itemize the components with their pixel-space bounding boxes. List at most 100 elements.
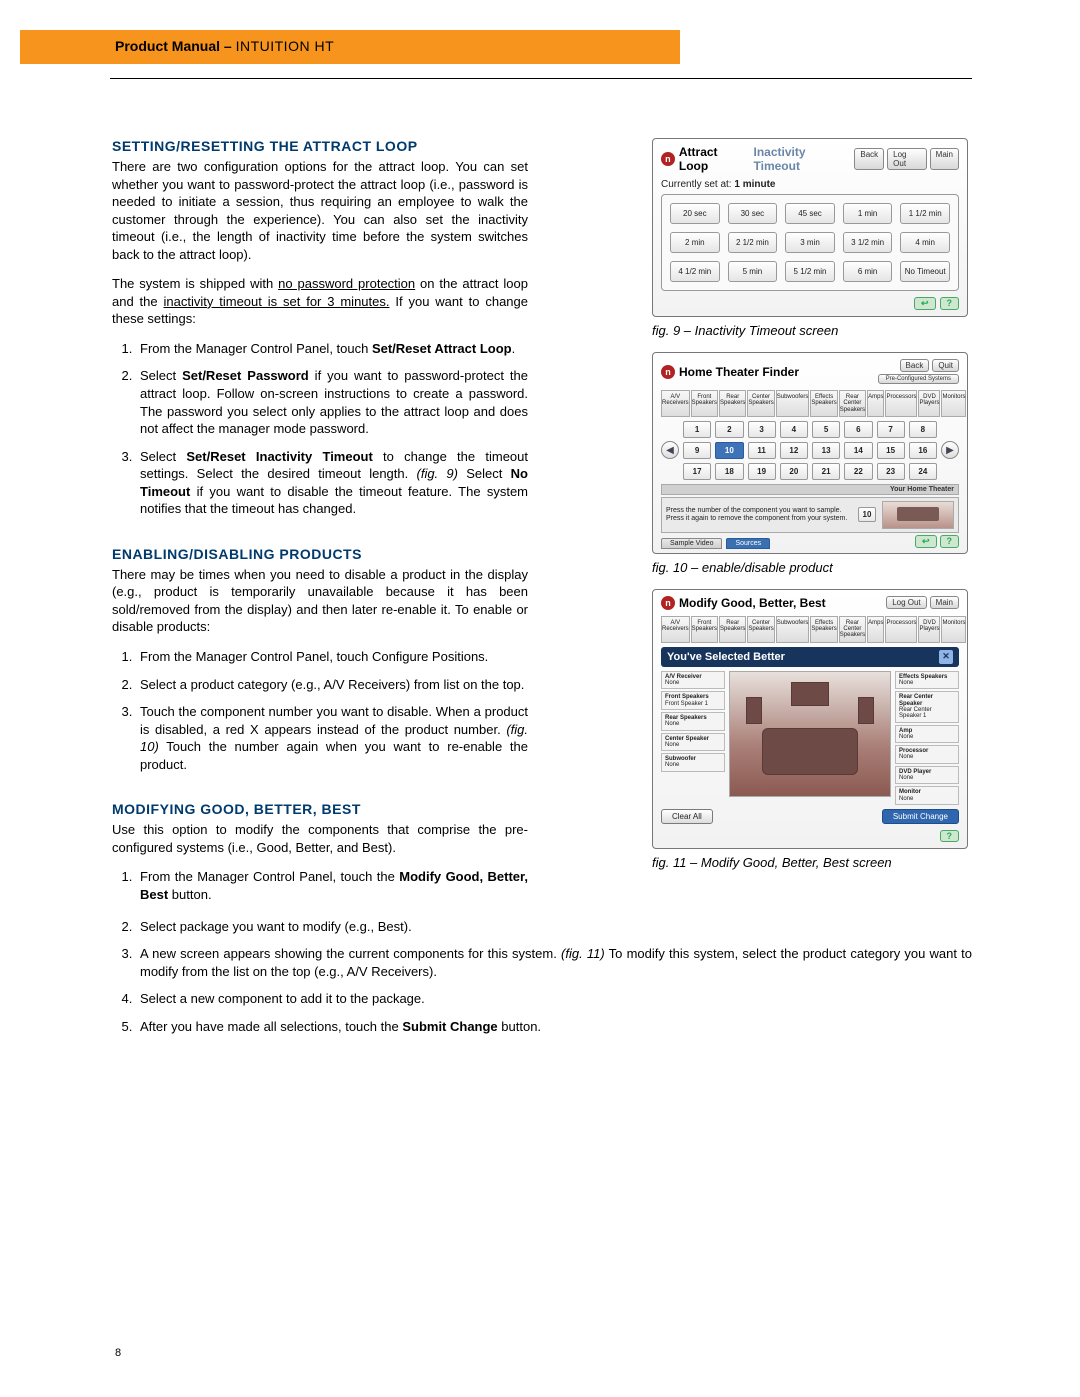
fig11-component-item[interactable]: A/V ReceiverNone [661,671,725,690]
fig11-submit-button[interactable]: Submit Change [882,809,959,824]
fig9-timeout-option[interactable]: No Timeout [900,261,950,282]
fig9-timeout-option[interactable]: 45 sec [785,203,835,224]
fig11-category-tab[interactable]: DVD Players [918,616,940,643]
fig10-number-cell[interactable]: 8 [909,421,937,438]
fig11-logout-button[interactable]: Log Out [886,596,926,609]
fig10-number-cell[interactable]: 22 [844,463,872,480]
fig11-main-button[interactable]: Main [930,596,959,609]
fig10-help-button[interactable]: ? [940,535,960,548]
fig11-component-item[interactable]: ProcessorNone [895,745,959,764]
fig10-number-cell[interactable]: 20 [780,463,808,480]
fig10-number-cell[interactable]: 6 [844,421,872,438]
fig11-category-tab[interactable]: Subwoofers [776,616,810,643]
fig10-number-cell[interactable]: 9 [683,442,711,459]
fig10-number-cell[interactable]: 7 [877,421,905,438]
fig11-category-tab[interactable]: Processors [885,616,917,643]
fig11-category-tab[interactable]: Amps [867,616,884,643]
fig11-clear-button[interactable]: Clear All [661,809,713,824]
fig10-category-tab[interactable]: Monitors [941,390,966,417]
fig10-category-tab[interactable]: Rear Center Speakers [839,390,866,417]
fig10-category-tab[interactable]: Front Speakers [691,390,718,417]
fig11-component-item[interactable]: MonitorNone [895,786,959,805]
fig11-component-item[interactable]: Rear Center SpeakerRear Center Speaker 1 [895,691,959,722]
fig9-undo-button[interactable]: ↩ [914,297,936,310]
fig10-number-cell[interactable]: 24 [909,463,937,480]
fig10-category-tab[interactable]: Rear Speakers [719,390,746,417]
fig11-close-icon[interactable]: ✕ [939,650,953,664]
fig11-component-item[interactable]: Center SpeakerNone [661,733,725,752]
fig11-component-item[interactable]: AmpNone [895,725,959,744]
fig9-help-button[interactable]: ? [940,297,960,310]
fig10-number-cell[interactable]: 2 [715,421,743,438]
fig10-number-cell[interactable]: 23 [877,463,905,480]
fig10-number-cell[interactable]: 5 [812,421,840,438]
fig10-number-cell[interactable]: 3 [748,421,776,438]
fig10-category-tab[interactable]: Effects Speakers [810,390,837,417]
section3-step: After you have made all selections, touc… [136,1018,972,1036]
fig10-category-tab[interactable]: A/V Receivers [661,390,690,417]
fig10-number-cell[interactable]: 14 [844,442,872,459]
fig10-number-cell[interactable]: 12 [780,442,808,459]
fig9-timeout-option[interactable]: 1 1/2 min [900,203,950,224]
fig11-category-tab[interactable]: Monitors [941,616,966,643]
fig10-quit-button[interactable]: Quit [932,359,959,372]
fig9-timeout-option[interactable]: 6 min [843,261,893,282]
fig10-number-cell[interactable]: 11 [748,442,776,459]
fig10-category-tab[interactable]: Center Speakers [747,390,774,417]
fig10-tab-sources[interactable]: Sources [726,538,770,549]
fig10-next-arrow-icon[interactable]: ▶ [941,441,959,459]
section3-steps-left: From the Manager Control Panel, touch th… [112,868,528,903]
fig9-timeout-option[interactable]: 2 1/2 min [728,232,778,253]
fig10-number-cell[interactable]: 1 [683,421,711,438]
fig10-preconfig-button[interactable]: Pre-Configured Systems [878,374,959,384]
fig9-timeout-option[interactable]: 30 sec [728,203,778,224]
fig10-number-cell[interactable]: 19 [748,463,776,480]
fig11-category-tab[interactable]: A/V Receivers [661,616,690,643]
fig9-back-button[interactable]: Back [854,148,884,170]
fig10-category-tab[interactable]: Processors [885,390,917,417]
fig10-caption: fig. 10 – enable/disable product [652,560,972,575]
fig10-number-cell[interactable]: 16 [909,442,937,459]
fig11-category-tab[interactable]: Effects Speakers [810,616,837,643]
fig10-back-button[interactable]: Back [900,359,930,372]
fig11-left-list: A/V ReceiverNoneFront SpeakersFront Spea… [661,671,725,805]
fig9-timeout-option[interactable]: 3 min [785,232,835,253]
fig11-component-item[interactable]: Rear SpeakersNone [661,712,725,731]
fig11-component-item[interactable]: Effects SpeakersNone [895,671,959,690]
fig10-category-tab[interactable]: Amps [867,390,884,417]
fig10-number-cell[interactable]: 13 [812,442,840,459]
fig10-number-cell[interactable]: 10 [715,442,743,459]
fig9-timeout-option[interactable]: 5 min [728,261,778,282]
fig11-right-list: Effects SpeakersNoneRear Center SpeakerR… [895,671,959,805]
fig9-timeout-option[interactable]: 1 min [843,203,893,224]
fig9-timeout-option[interactable]: 3 1/2 min [843,232,893,253]
fig10-undo-button[interactable]: ↩ [915,535,937,548]
fig10-tab-sample-video[interactable]: Sample Video [661,538,722,549]
fig10-number-cell[interactable]: 15 [877,442,905,459]
brand-icon: n [661,365,675,379]
fig10-number-cell[interactable]: 4 [780,421,808,438]
fig10-category-tab[interactable]: Subwoofers [776,390,810,417]
fig11-component-item[interactable]: Front SpeakersFront Speaker 1 [661,691,725,710]
fig11-component-item[interactable]: SubwooferNone [661,753,725,772]
fig9-timeout-option[interactable]: 5 1/2 min [785,261,835,282]
fig9-timeout-option[interactable]: 2 min [670,232,720,253]
fig10-prev-arrow-icon[interactable]: ◀ [661,441,679,459]
fig11-component-item[interactable]: DVD PlayerNone [895,766,959,785]
fig9-logout-button[interactable]: Log Out [887,148,927,170]
fig9-timeout-option[interactable]: 4 min [900,232,950,253]
fig9-timeout-option[interactable]: 20 sec [670,203,720,224]
section3-step: From the Manager Control Panel, touch th… [136,868,528,903]
section2-step: Touch the component number you want to d… [136,703,528,773]
fig10-number-cell[interactable]: 17 [683,463,711,480]
fig9-main-button[interactable]: Main [930,148,959,170]
fig11-help-button[interactable]: ? [940,830,960,842]
fig10-number-cell[interactable]: 21 [812,463,840,480]
fig10-number-cell[interactable]: 18 [715,463,743,480]
fig11-category-tab[interactable]: Front Speakers [691,616,718,643]
fig9-timeout-option[interactable]: 4 1/2 min [670,261,720,282]
fig11-category-tab[interactable]: Center Speakers [747,616,774,643]
fig11-category-tab[interactable]: Rear Center Speakers [839,616,866,643]
fig11-category-tab[interactable]: Rear Speakers [719,616,746,643]
fig10-category-tab[interactable]: DVD Players [918,390,940,417]
